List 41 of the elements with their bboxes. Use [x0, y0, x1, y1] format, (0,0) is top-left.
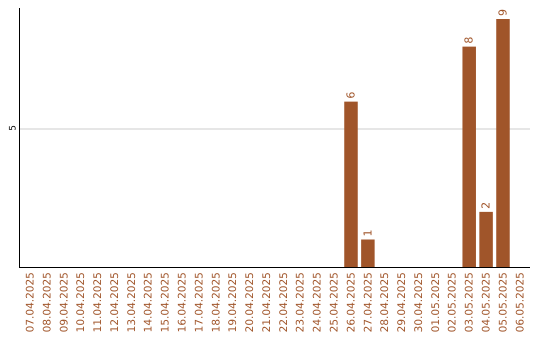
data-label: 2: [480, 202, 493, 209]
x-tick-label: 01.05.2025: [430, 272, 442, 332]
x-tick-label: 06.05.2025: [514, 272, 526, 332]
x-tick-label: 17.04.2025: [193, 272, 206, 332]
data-label: 9: [496, 9, 510, 16]
bar: [361, 239, 375, 267]
x-tick-label: 24.04.2025: [312, 272, 324, 332]
data-label: 1: [361, 229, 374, 236]
x-tick-label: 07.04.2025: [24, 272, 37, 332]
bar: [344, 102, 358, 267]
x-tick-label: 16.04.2025: [176, 272, 189, 332]
x-tick-label: 08.04.2025: [41, 272, 54, 332]
x-tick-label: 22.04.2025: [278, 272, 290, 332]
x-tick-label: 21.04.2025: [260, 272, 273, 332]
x-tick-label: 28.04.2025: [379, 272, 392, 332]
bar: [462, 46, 476, 267]
x-tick-label: 29.04.2025: [396, 272, 408, 332]
x-tick-label: 14.04.2025: [142, 272, 155, 332]
x-tick-label: 05.05.2025: [497, 272, 510, 332]
x-tick-label: 09.04.2025: [58, 272, 70, 332]
x-tick-label: 02.05.2025: [446, 272, 459, 332]
x-tick-label: 30.04.2025: [412, 272, 425, 332]
bar: [496, 19, 510, 267]
x-tick-label: 03.05.2025: [464, 272, 476, 332]
y-tick-label: 5: [8, 125, 18, 131]
x-tick-label: 23.04.2025: [294, 272, 307, 332]
x-tick-label: 19.04.2025: [227, 272, 240, 332]
x-tick-label: 04.05.2025: [480, 272, 493, 332]
x-tick-label: 25.04.2025: [328, 272, 341, 332]
x-tick-label: 11.04.2025: [92, 272, 104, 332]
x-tick-label: 18.04.2025: [210, 272, 222, 332]
data-label: 8: [462, 36, 476, 44]
x-tick-label: 26.04.2025: [345, 272, 358, 332]
x-tick-label: 10.04.2025: [75, 272, 88, 332]
data-label: 6: [344, 92, 358, 99]
x-tick-label: 12.04.2025: [108, 272, 121, 332]
x-tick-label: 13.04.2025: [126, 272, 138, 332]
x-tick-label: 20.04.2025: [244, 272, 256, 332]
x-tick-label: 15.04.2025: [160, 272, 172, 332]
x-tick-label: 27.04.2025: [362, 272, 374, 332]
bar: [479, 212, 493, 267]
